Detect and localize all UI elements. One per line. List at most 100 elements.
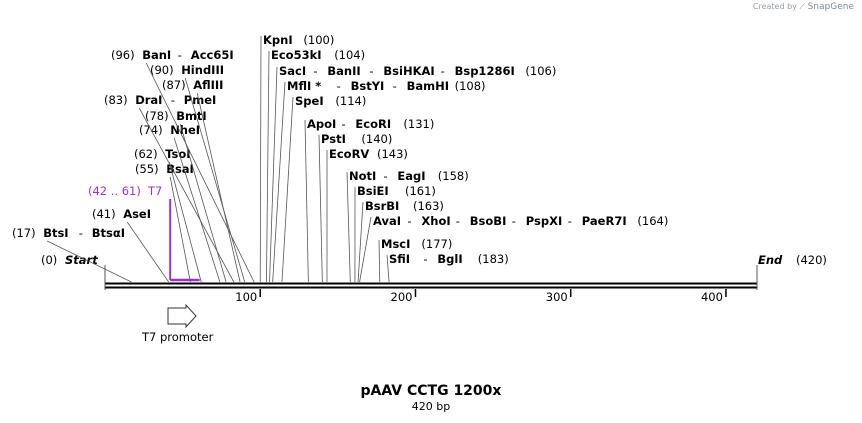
ruler-tick-label: 200 bbox=[391, 290, 413, 304]
enzyme-name: Acc65I bbox=[191, 48, 234, 62]
snapgene-logo-icon: ⟋ bbox=[799, 2, 806, 11]
enzyme-name: DraI bbox=[135, 93, 162, 107]
site-separator: - bbox=[407, 214, 411, 228]
site-position: (161) bbox=[405, 184, 436, 198]
site-separator: - bbox=[313, 64, 317, 78]
site-position: (114) bbox=[335, 94, 366, 108]
enzyme-name: BsaI bbox=[166, 162, 194, 176]
site-separator: - bbox=[393, 79, 397, 93]
credit-brand: SnapGene bbox=[807, 2, 854, 12]
site-position: (87) bbox=[162, 78, 186, 92]
enzyme-name: BsiHKAI bbox=[383, 64, 434, 78]
site-leader bbox=[318, 134, 323, 283]
site-leader bbox=[196, 92, 241, 283]
end-position: (420) bbox=[796, 253, 827, 267]
enzyme-name: PstI bbox=[321, 132, 346, 146]
site-separator: - bbox=[178, 48, 182, 62]
site-position: (106) bbox=[525, 64, 556, 78]
end-label: End bbox=[758, 253, 783, 267]
enzyme-name: TsoI bbox=[165, 147, 190, 161]
site-leader bbox=[47, 240, 132, 283]
site-leader bbox=[179, 123, 227, 283]
enzyme-name: AvaI bbox=[373, 214, 401, 228]
enzyme-name: NheI bbox=[170, 123, 200, 137]
enzyme-name: BamHI bbox=[407, 79, 449, 93]
site-leader bbox=[386, 254, 390, 283]
site-leader bbox=[169, 176, 191, 283]
enzyme-name: NotI bbox=[349, 169, 376, 183]
credit-prefix: Created by bbox=[752, 2, 797, 11]
enzyme-name: PspXI bbox=[526, 214, 562, 228]
ruler-tick-label: 100 bbox=[235, 290, 257, 304]
enzyme-name: MflI * bbox=[287, 79, 321, 93]
site-leader bbox=[359, 216, 372, 283]
enzyme-name: EcoRI bbox=[355, 117, 391, 131]
site-position: (78) bbox=[145, 109, 169, 123]
site-separator: - bbox=[568, 214, 572, 228]
site-position: (96) bbox=[111, 48, 135, 62]
enzyme-name: BsoBI bbox=[470, 214, 507, 228]
site-position: (108) bbox=[455, 79, 486, 93]
enzyme-name: PmeI bbox=[184, 93, 217, 107]
enzyme-name: PaeR7I bbox=[582, 214, 627, 228]
site-leader bbox=[378, 239, 381, 283]
enzyme-name: BglI bbox=[437, 252, 462, 266]
site-leader bbox=[259, 35, 262, 283]
site-position: (104) bbox=[334, 48, 365, 62]
site-separator: - bbox=[171, 93, 175, 107]
t7-promoter-arrow-icon bbox=[167, 303, 197, 329]
site-separator: - bbox=[441, 64, 445, 78]
site-position: (177) bbox=[421, 237, 452, 251]
enzyme-name: SfiI bbox=[389, 252, 410, 266]
enzyme-name: BsiEI bbox=[357, 184, 389, 198]
site-position: (140) bbox=[361, 132, 392, 146]
enzyme-name: KpnI bbox=[263, 33, 293, 47]
site-leader bbox=[145, 62, 255, 283]
site-separator: - bbox=[341, 117, 345, 131]
enzyme-name: BsrBI bbox=[365, 199, 399, 213]
enzyme-name: EagI bbox=[397, 169, 425, 183]
start-position: (0) bbox=[41, 253, 57, 267]
ruler-tick-label: 400 bbox=[701, 290, 723, 304]
site-leader bbox=[304, 119, 309, 283]
site-position: (83) bbox=[104, 93, 128, 107]
enzyme-name: Bsp1286I bbox=[455, 64, 515, 78]
site-separator: - bbox=[456, 214, 460, 228]
site-leader bbox=[173, 137, 221, 283]
enzyme-name: BmtI bbox=[176, 109, 207, 123]
site-leader bbox=[184, 77, 246, 283]
site-separator: - bbox=[383, 169, 387, 183]
enzyme-name: SacI bbox=[279, 64, 306, 78]
site-position: (55) bbox=[135, 162, 159, 176]
site-leader bbox=[357, 201, 364, 283]
enzyme-name: BstYI bbox=[351, 79, 385, 93]
site-separator: - bbox=[512, 214, 516, 228]
site-leader bbox=[281, 96, 294, 283]
enzyme-name: EcoRV bbox=[329, 147, 369, 161]
enzyme-name: Eco53kI bbox=[271, 48, 322, 62]
primer-name: T7 bbox=[147, 184, 162, 198]
enzyme-name: BanI bbox=[142, 48, 171, 62]
enzyme-name: ApoI bbox=[307, 117, 336, 131]
enzyme-name: HindIII bbox=[181, 63, 224, 77]
enzyme-name: BtsI bbox=[43, 226, 68, 240]
feature-label: T7 promoter bbox=[141, 330, 214, 344]
site-separator: - bbox=[369, 64, 373, 78]
enzyme-name: BtsαI bbox=[92, 226, 125, 240]
site-position: (158) bbox=[438, 169, 469, 183]
primer-range: (42 .. 61) bbox=[88, 184, 141, 198]
site-position: (90) bbox=[150, 63, 174, 77]
snapgene-credit: Created by ⟋ SnapGene bbox=[753, 2, 854, 12]
sequence-length: 420 bp bbox=[411, 400, 451, 413]
site-leader bbox=[168, 161, 202, 283]
map-title: pAAV CCTG 1200x bbox=[360, 383, 502, 399]
site-position: (131) bbox=[403, 117, 434, 131]
site-leader bbox=[346, 171, 351, 283]
site-position: (183) bbox=[478, 252, 509, 266]
enzyme-name: AseI bbox=[123, 207, 151, 221]
site-position: (163) bbox=[413, 199, 444, 213]
enzyme-name: XhoI bbox=[421, 214, 450, 228]
site-separator: - bbox=[337, 79, 341, 93]
site-leader bbox=[266, 50, 270, 283]
